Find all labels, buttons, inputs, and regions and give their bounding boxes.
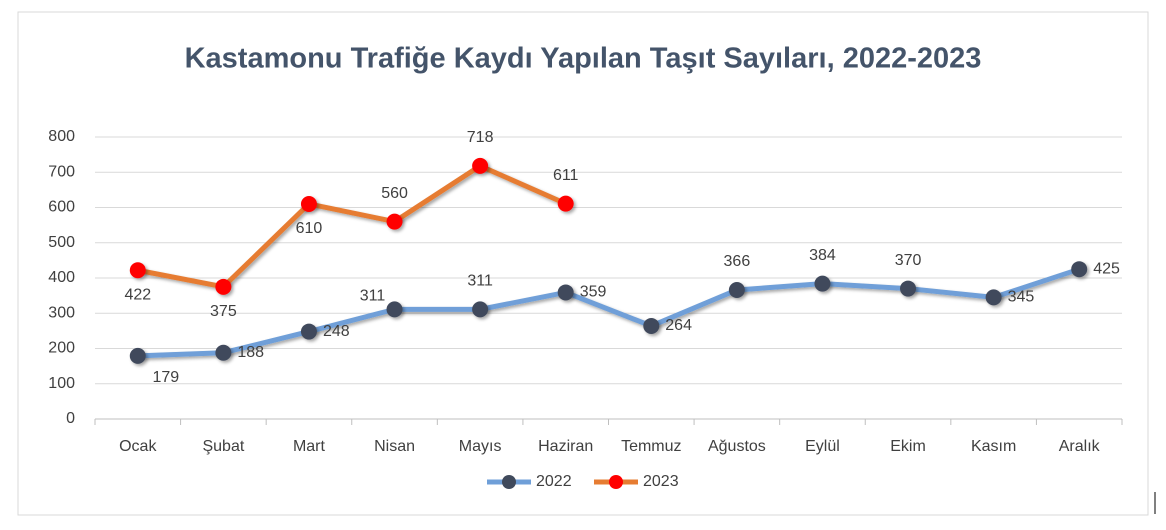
y-tick-label: 0 xyxy=(66,410,75,427)
x-tick-label: Mayıs xyxy=(459,438,502,455)
data-label: 610 xyxy=(296,220,323,237)
x-tick-label: Haziran xyxy=(538,438,593,455)
x-tick-label: Nisan xyxy=(374,438,415,455)
x-tick-label: Kasım xyxy=(971,438,1016,455)
x-tick-label: Eylül xyxy=(805,438,840,455)
marker xyxy=(814,275,831,292)
x-tick-label: Ekim xyxy=(890,438,926,455)
x-tick-label: Ocak xyxy=(119,438,157,455)
data-label: 359 xyxy=(580,284,607,301)
series-line xyxy=(137,163,567,290)
data-label: 425 xyxy=(1093,260,1120,277)
marker xyxy=(985,289,1002,306)
marker xyxy=(386,301,403,318)
marker xyxy=(728,281,745,298)
chart-title: Kastamonu Trafiğe Kaydı Yapılan Taşıt Sa… xyxy=(185,43,982,75)
data-label: 375 xyxy=(210,303,237,320)
data-label: 422 xyxy=(124,286,151,303)
data-label: 248 xyxy=(323,323,350,340)
data-label: 188 xyxy=(237,344,264,361)
data-label: 366 xyxy=(724,253,751,270)
y-tick-label: 200 xyxy=(48,340,75,357)
marker xyxy=(129,347,146,364)
marker xyxy=(215,278,232,295)
marker xyxy=(557,195,574,212)
x-tick-label: Ağustos xyxy=(708,438,766,455)
marker xyxy=(1071,261,1088,278)
marker xyxy=(300,323,317,340)
y-tick-label: 300 xyxy=(48,304,75,321)
legend-marker xyxy=(609,475,623,489)
marker xyxy=(472,301,489,318)
marker xyxy=(129,262,146,279)
data-label: 384 xyxy=(809,247,836,264)
marker xyxy=(215,344,232,361)
chart-border xyxy=(17,11,1149,516)
marker xyxy=(472,157,489,174)
series-line xyxy=(137,266,1080,359)
data-label: 264 xyxy=(665,317,692,334)
data-label: 370 xyxy=(895,252,922,269)
legend-marker xyxy=(502,475,516,489)
y-tick-label: 400 xyxy=(48,269,75,286)
data-label: 611 xyxy=(553,167,579,184)
x-tick-label: Şubat xyxy=(202,438,244,455)
marker xyxy=(300,195,317,212)
marker xyxy=(900,280,917,297)
marker xyxy=(386,213,403,230)
marker xyxy=(643,317,660,334)
legend-label: 2023 xyxy=(643,473,679,490)
data-label: 311 xyxy=(360,288,386,305)
legend-label: 2022 xyxy=(536,473,572,490)
y-tick-label: 700 xyxy=(48,163,75,180)
data-label: 311 xyxy=(467,273,493,290)
y-tick-label: 800 xyxy=(48,128,75,145)
data-label: 345 xyxy=(1008,289,1035,306)
x-tick-label: Mart xyxy=(293,438,326,455)
y-tick-label: 100 xyxy=(48,375,75,392)
data-label: 179 xyxy=(152,369,179,386)
data-label: 560 xyxy=(381,185,408,202)
x-tick-label: Aralık xyxy=(1059,438,1101,455)
marker xyxy=(557,284,574,301)
y-tick-label: 600 xyxy=(48,199,75,216)
x-tick-label: Temmuz xyxy=(621,438,681,455)
data-label: 718 xyxy=(467,129,494,146)
y-tick-label: 500 xyxy=(48,234,75,251)
